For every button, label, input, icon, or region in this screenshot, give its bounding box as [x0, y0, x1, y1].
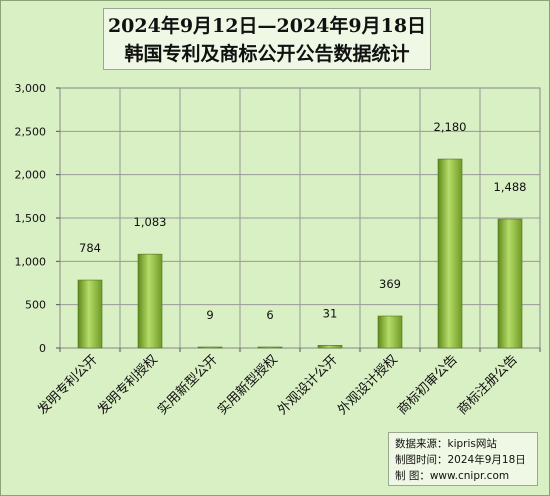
bar — [377, 315, 403, 349]
data-label: 6 — [266, 308, 273, 322]
data-label: 369 — [379, 277, 401, 291]
bar — [437, 158, 463, 349]
author-line: 制 图：www.cnipr.com — [395, 470, 510, 482]
xtick-label: 实用新型公开 — [154, 352, 220, 418]
xtick-label: 商标初审公告 — [395, 352, 461, 418]
chart-title-box: 2024年9月12日—2024年9月18日 韩国专利及商标公开公告数据统计 — [103, 8, 431, 70]
xtick-label: 外观设计公开 — [275, 352, 341, 418]
bar — [137, 253, 163, 349]
xtick-label: 发明专利公开 — [34, 352, 100, 418]
xtick-label: 发明专利授权 — [94, 352, 160, 418]
data-label: 784 — [79, 241, 101, 255]
ytick-label: 1,000 — [15, 255, 47, 268]
ytick-label: 2,500 — [15, 125, 47, 138]
data-label: 9 — [206, 308, 213, 322]
data-label: 1,488 — [494, 180, 527, 194]
bar — [257, 346, 283, 349]
ytick-label: 1,500 — [15, 212, 47, 225]
ytick-label: 2,000 — [15, 169, 47, 182]
source-line: 数据来源：kipris网站 — [395, 438, 497, 450]
bar — [317, 345, 343, 349]
data-label: 31 — [323, 306, 338, 320]
ytick-label: 0 — [39, 342, 46, 355]
xtick-label: 实用新型授权 — [214, 352, 280, 418]
bar — [77, 279, 103, 349]
bar — [497, 218, 523, 349]
bar — [197, 346, 223, 349]
date-line: 制图时间：2024年9月18日 — [395, 454, 526, 466]
data-label: 1,083 — [134, 215, 167, 229]
ytick-label: 3,000 — [15, 82, 47, 95]
xtick-label: 商标注册公告 — [455, 352, 521, 418]
chart-title-line2: 韩国专利及商标公开公告数据统计 — [124, 43, 410, 65]
data-label: 2,180 — [434, 120, 467, 134]
chart-title-line1: 2024年9月12日—2024年9月18日 — [107, 15, 427, 37]
xtick-label: 外观设计授权 — [334, 352, 400, 418]
source-box: 数据来源：kipris网站 制图时间：2024年9月18日 制 图：www.cn… — [388, 432, 538, 486]
ytick-label: 500 — [25, 299, 46, 312]
